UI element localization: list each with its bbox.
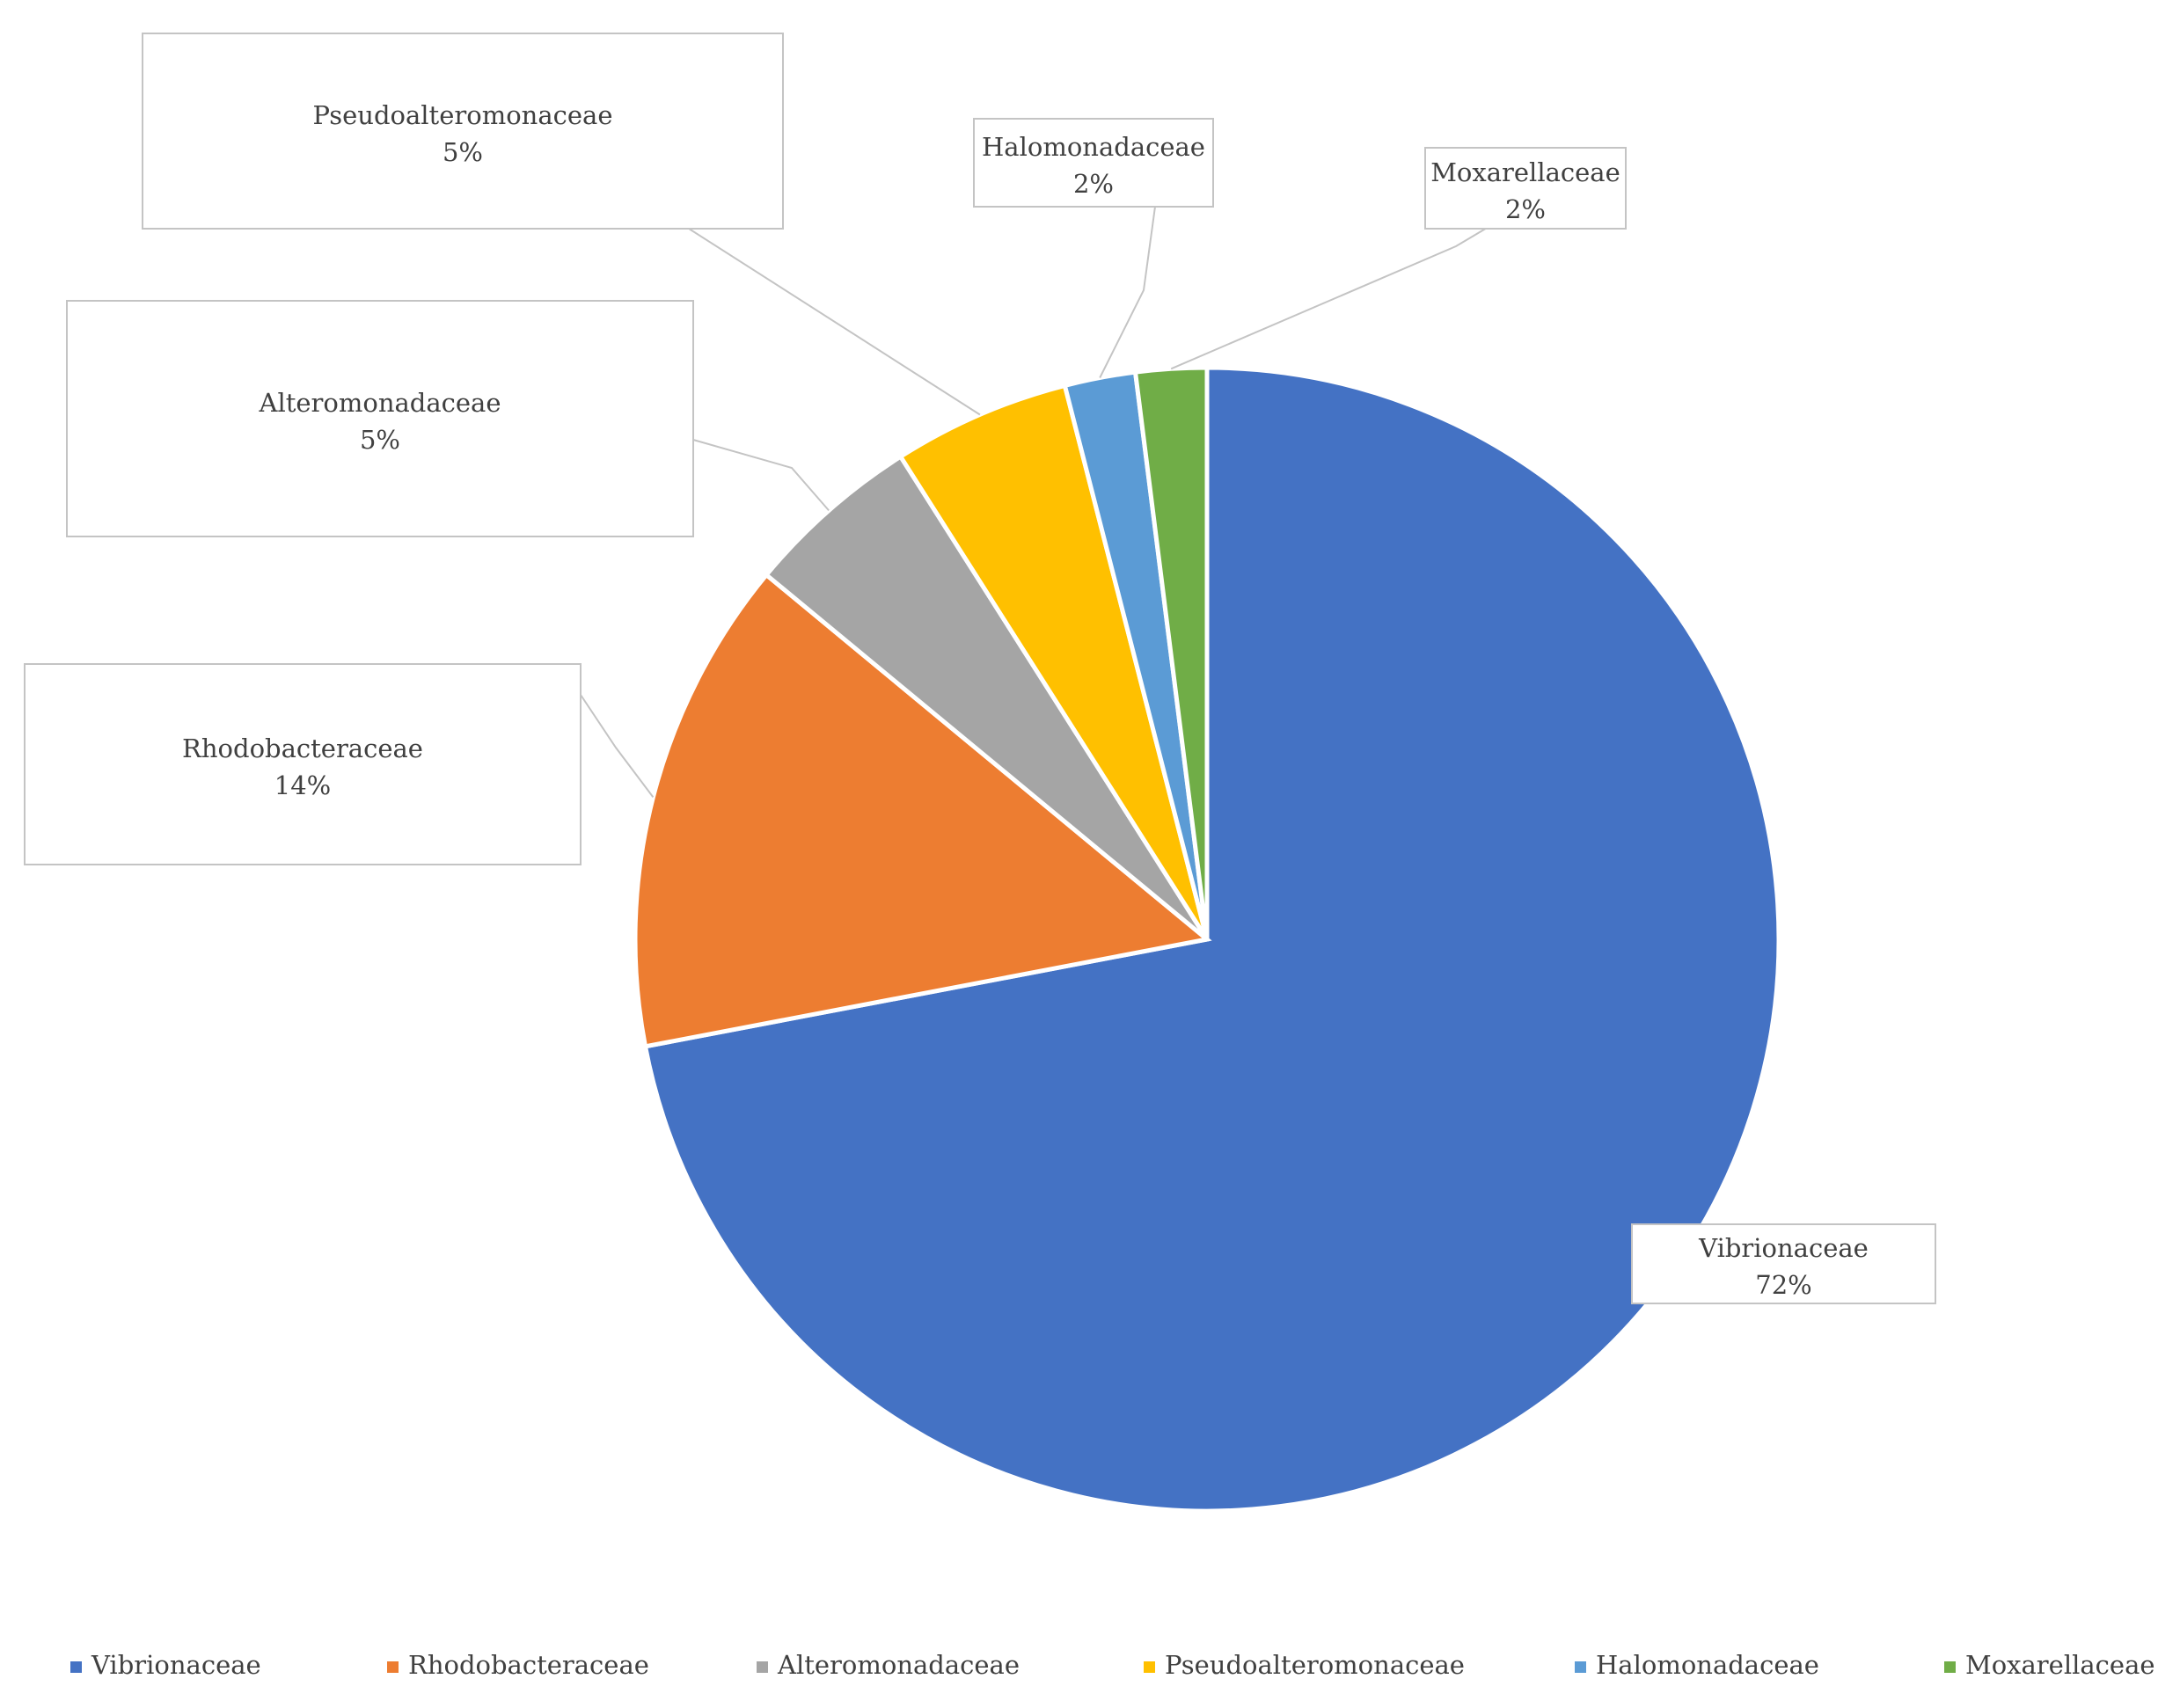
- data-label-category-moxarellaceae: Moxarellaceae: [1430, 157, 1620, 187]
- callout-box-halomonadaceae: [973, 118, 1214, 208]
- legend-swatch-alteromonadaceae: [757, 1661, 768, 1673]
- leader-line-pseudoalteromonaceae: [677, 223, 981, 416]
- legend-swatch-vibrionaceae: [70, 1661, 82, 1673]
- data-label-percent-pseudoalteromonaceae: 5%: [443, 137, 483, 167]
- legend-swatch-rhodobacteraceae: [387, 1661, 399, 1673]
- legend-label-pseudoalteromonaceae: Pseudoalteromonaceae: [1165, 1650, 1465, 1680]
- callout-box-rhodobacteraceae: [24, 663, 582, 865]
- legend-swatch-halomonadaceae: [1575, 1661, 1586, 1673]
- data-label-category-vibrionaceae: Vibrionaceae: [1698, 1233, 1869, 1263]
- leader-line-alteromonadaceae: [692, 439, 830, 512]
- data-label-category-halomonadaceae: Halomonadaceae: [982, 132, 1205, 162]
- data-label-category-pseudoalteromonaceae: Pseudoalteromonaceae: [313, 100, 613, 130]
- leader-line-moxarellaceae: [1170, 226, 1489, 370]
- callout-box-moxarellaceae: [1424, 147, 1627, 230]
- legend: Vibrionaceae Rhodobacteraceae Alteromonada…: [70, 1650, 2155, 1680]
- callout-box-alteromonadaceae: [66, 300, 694, 537]
- data-label-percent-alteromonadaceae: 5%: [360, 425, 400, 455]
- pie-slice-alteromonadaceae: [763, 453, 1210, 941]
- data-label-percent-halomonadaceae: 2%: [1073, 169, 1114, 199]
- data-label-percent-moxarellaceae: 2%: [1505, 194, 1546, 224]
- pie-slices: [633, 365, 1781, 1514]
- pie-slice-rhodobacteraceae: [633, 572, 1212, 1049]
- leader-line-halomonadaceae: [1099, 206, 1156, 378]
- legend-label-alteromonadaceae: Alteromonadaceae: [777, 1650, 1020, 1680]
- data-label-category-alteromonadaceae: Alteromonadaceae: [259, 388, 501, 418]
- legend-swatch-pseudoalteromonaceae: [1144, 1661, 1155, 1673]
- data-label-percent-rhodobacteraceae: 14%: [274, 770, 331, 800]
- data-label-percent-vibrionaceae: 72%: [1755, 1270, 1811, 1300]
- data-label-category-rhodobacteraceae: Rhodobacteraceae: [182, 734, 423, 763]
- callout-box-pseudoalteromonaceae: [142, 33, 784, 230]
- legend-label-moxarellaceae: Moxarellaceae: [1965, 1650, 2155, 1680]
- legend-label-rhodobacteraceae: Rhodobacteraceae: [408, 1650, 649, 1680]
- leader-line-rhodobacteraceae: [580, 694, 655, 799]
- callout-box-vibrionaceae: [1631, 1223, 1936, 1304]
- data-label-callouts: Vibrionaceae 72% Rhodobacteraceae 14% Altero…: [24, 33, 1936, 1304]
- legend-swatch-moxarellaceae: [1944, 1661, 1956, 1673]
- pie-slice-moxarellaceae: [1132, 365, 1210, 940]
- legend-label-halomonadaceae: Halomonadaceae: [1596, 1650, 1819, 1680]
- legend-label-vibrionaceae: Vibrionaceae: [91, 1650, 261, 1680]
